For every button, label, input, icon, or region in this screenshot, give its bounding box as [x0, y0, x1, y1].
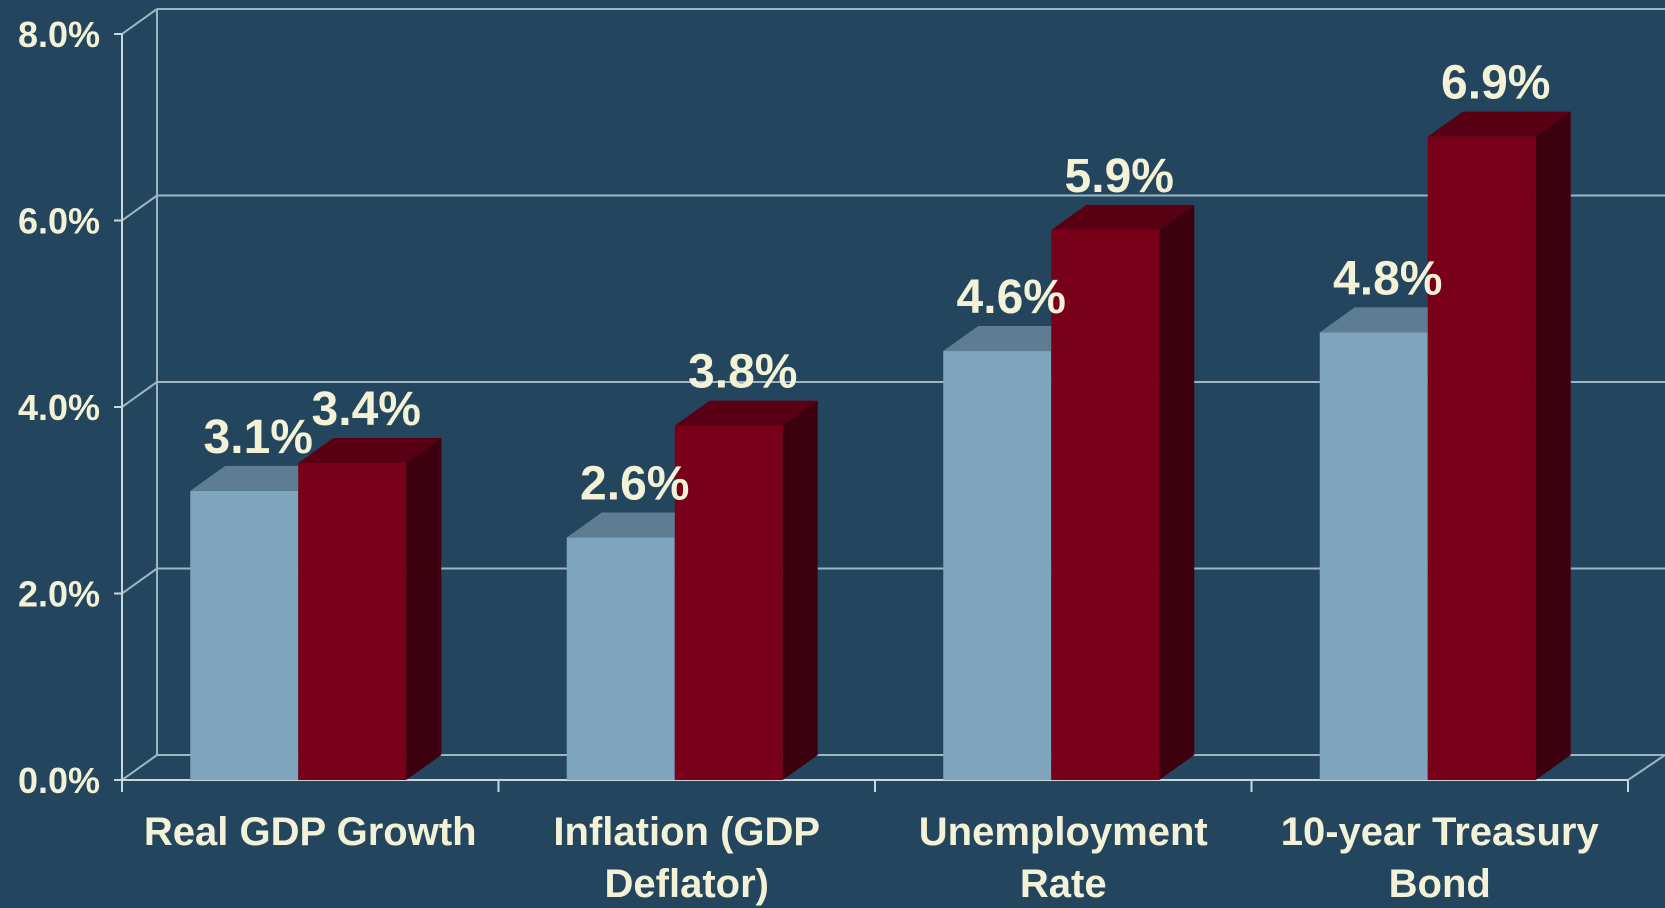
- gridline-depth: [121, 194, 158, 222]
- bar: [674, 425, 783, 780]
- bar-top: [1051, 204, 1195, 230]
- data-label: 3.4%: [312, 383, 421, 436]
- bar-top: [566, 512, 710, 538]
- bar-top: [298, 437, 442, 463]
- bar: [190, 490, 299, 780]
- bar-top: [1319, 307, 1463, 333]
- bar-top: [1427, 111, 1571, 137]
- data-label: 4.6%: [957, 271, 1066, 324]
- bar: [1427, 136, 1536, 780]
- bar: [566, 537, 675, 780]
- bar-side: [406, 437, 442, 780]
- y-tick-label: 8.0%: [18, 14, 100, 55]
- y-tick-label: 6.0%: [18, 201, 100, 242]
- data-label: 2.6%: [580, 458, 689, 511]
- y-tick-label: 0.0%: [18, 760, 100, 801]
- bar: [298, 462, 407, 780]
- x-category-label: 10-year Treasury Bond: [1281, 810, 1600, 906]
- labels-layer: 3.1%3.4% Real GDP Growth 2.6% 3.8% Inflation…: [144, 57, 1600, 906]
- data-label: 3.1%: [204, 411, 313, 464]
- bar-side: [1535, 111, 1571, 780]
- bar-side: [1159, 204, 1195, 780]
- y-tick-label: 4.0%: [18, 387, 100, 428]
- data-label: 6.9%: [1441, 57, 1550, 110]
- bars-layer: [190, 111, 1571, 780]
- gridline-depth: [121, 381, 158, 408]
- data-label: 3.8%: [688, 346, 797, 399]
- x-category-label: Real GDP Growth: [144, 810, 477, 854]
- bar: [1319, 332, 1428, 780]
- gridline-depth: [121, 567, 158, 595]
- data-label: 4.8%: [1333, 252, 1442, 305]
- floor-right-edge: [1627, 754, 1665, 781]
- bar-top: [943, 326, 1087, 352]
- data-label: 5.9%: [1065, 150, 1174, 203]
- bar: [943, 351, 1052, 780]
- x-category-label: Unemployment Rate: [919, 810, 1208, 906]
- bar-top: [674, 400, 818, 426]
- gridline-depth: [121, 754, 158, 781]
- x-category-label: Inflation (GDP Deflator): [553, 810, 820, 906]
- y-tick-label: 2.0%: [18, 574, 100, 615]
- bar: [1051, 229, 1160, 780]
- bar-top: [190, 465, 334, 491]
- bar-side: [782, 400, 818, 780]
- gridline-depth: [121, 8, 158, 35]
